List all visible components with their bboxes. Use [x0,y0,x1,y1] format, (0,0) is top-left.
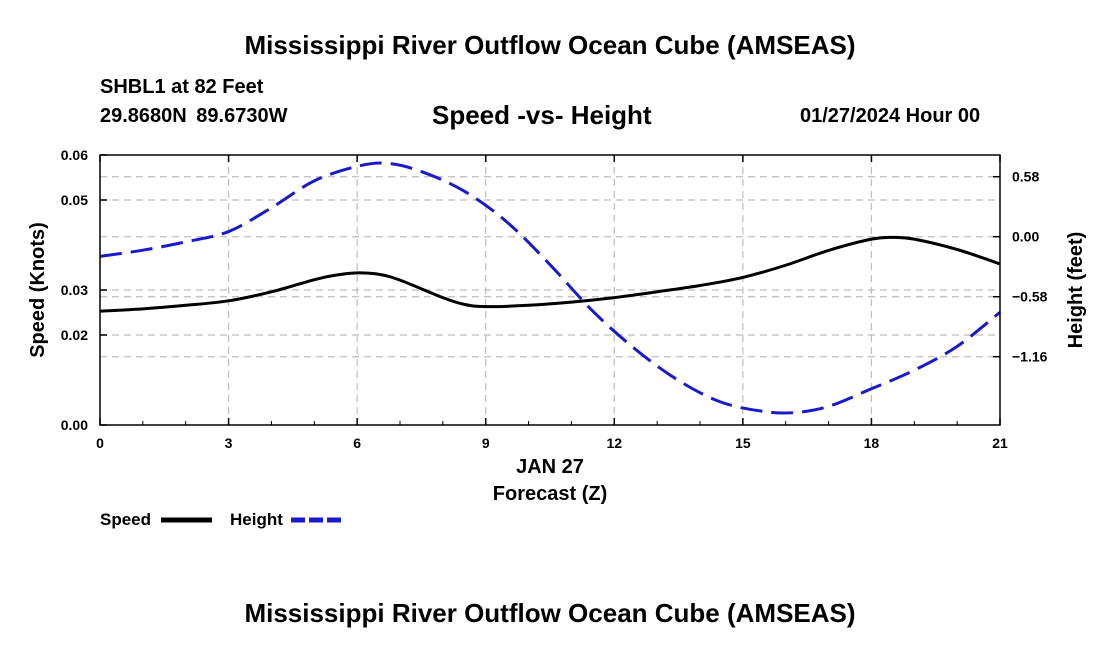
y-right-tick-labels: −1.16 −0.58 0.00 0.58 [1012,169,1048,365]
speed-height-chart: 0 3 6 9 12 15 18 21 0.000.020.030.050.06 −1.16−… [27,147,1087,529]
legend-label-height: Height [230,510,283,529]
x-tick-label: 0 [96,435,104,451]
series-line-height [99,161,1001,415]
y-right-tick-label: −1.16 [1012,349,1048,365]
main-title: Mississippi River Outflow Ocean Cube (AM… [244,30,856,60]
y-right-tick-label: 0.58 [1012,169,1039,185]
y-left-tick-label: 0.05 [61,192,88,208]
footer-title: Mississippi River Outflow Ocean Cube (AM… [244,598,856,628]
forecast-datetime: 01/27/2024 Hour 00 [800,105,981,127]
legend: Speed Height [100,510,342,529]
grid-lines [100,154,1000,425]
y-left-tick-label: 0.02 [61,327,88,343]
chart-subtitle: Speed -vs- Height [432,100,652,130]
x-tick-label: 12 [606,435,622,451]
series-line-speed [99,235,1001,313]
y-left-axis-label: Speed (Knots) [27,222,49,358]
y-right-tick-label: −0.58 [1012,289,1048,305]
y-left-tick-label: 0.00 [61,417,88,433]
x-tick-label: 18 [864,435,880,451]
y-left-tick-label: 0.06 [61,147,88,163]
station-coordinates: 29.8680N 89.6730W [100,105,288,127]
x-date-label: JAN 27 [516,456,584,478]
series-layer [99,161,1001,415]
tick-marks [99,154,1001,426]
y-left-tick-labels: 0.00 0.02 0.03 0.05 0.06 [61,147,88,433]
y-left-tick-label: 0.03 [61,282,88,298]
x-tick-label: 3 [225,435,233,451]
x-tick-labels: 0 3 6 9 12 15 18 21 [96,435,1008,451]
x-tick-label: 6 [353,435,361,451]
x-axis-label: Forecast (Z) [493,483,607,505]
y-right-tick-label: 0.00 [1012,229,1039,245]
x-tick-label: 15 [735,435,751,451]
x-tick-label: 21 [992,435,1008,451]
y-right-axis-label: Height (feet) [1065,232,1087,349]
x-tick-label: 9 [482,435,490,451]
station-label: SHBL1 at 82 Feet [100,76,264,98]
legend-label-speed: Speed [100,510,151,529]
